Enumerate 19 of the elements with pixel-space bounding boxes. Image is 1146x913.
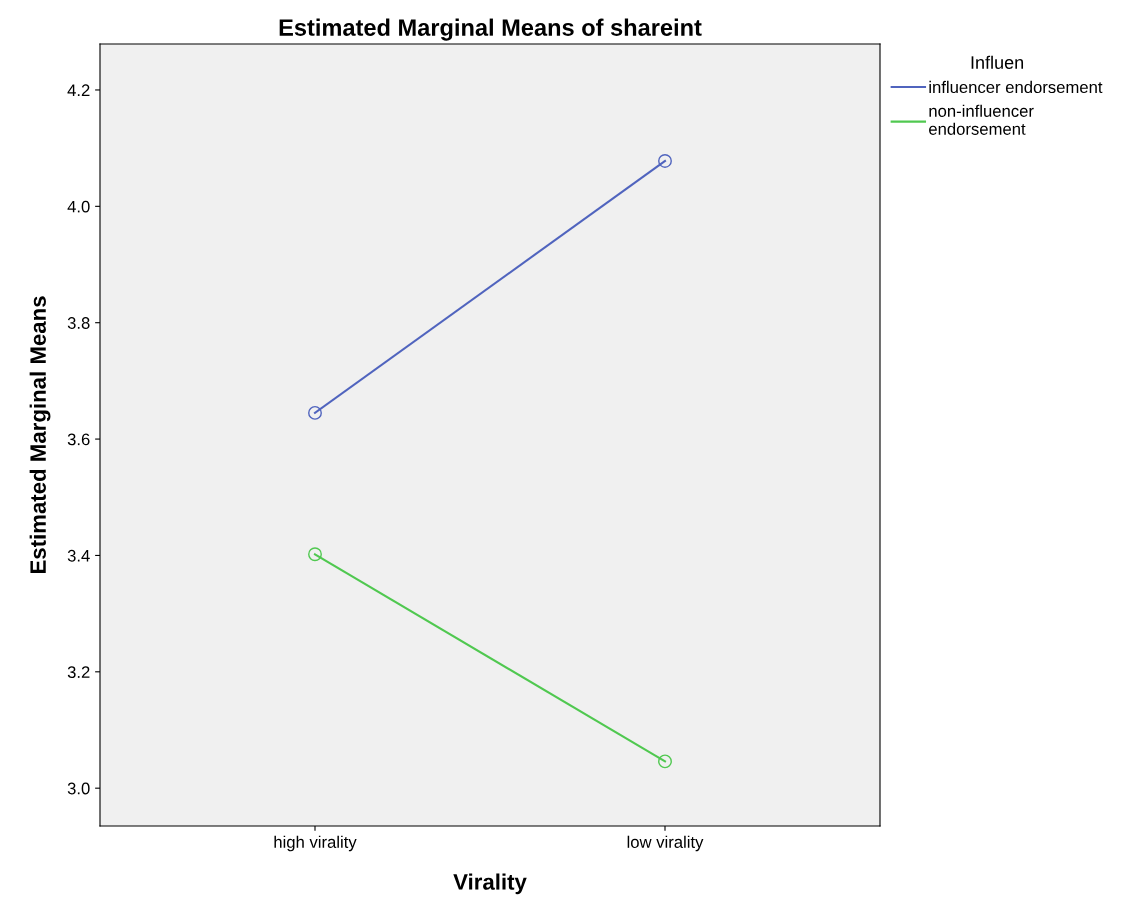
point xyxy=(658,154,672,168)
legend-label: influencer endorsement xyxy=(929,80,1103,94)
y-axis-title: Estimated Marginal Means xyxy=(29,296,51,574)
y-tick-label: 4.0 xyxy=(67,200,90,213)
chart-title: Estimated Marginal Means of shareint xyxy=(279,18,702,41)
y-tick-label: 3.6 xyxy=(67,433,90,446)
y-tick-label: 3.0 xyxy=(67,782,90,795)
legend-label: non-influencer endorsement xyxy=(929,104,1034,135)
x-tick-label: low virality xyxy=(627,835,704,852)
x-tick-label: high virality xyxy=(274,835,357,852)
point xyxy=(658,754,672,769)
y-tick-label: 4.2 xyxy=(67,84,90,96)
point xyxy=(308,547,322,562)
y-tick-label: 3.2 xyxy=(67,666,90,679)
point xyxy=(308,405,322,420)
y-tick-label: 3.4 xyxy=(67,549,90,562)
y-tick-label: 3.8 xyxy=(67,317,90,329)
x-axis-title: Virality xyxy=(453,873,527,895)
legend-title: Influen xyxy=(971,55,1024,69)
